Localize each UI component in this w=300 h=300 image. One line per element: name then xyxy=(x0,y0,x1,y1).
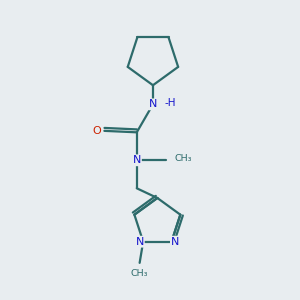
Text: CH₃: CH₃ xyxy=(174,154,192,163)
Text: N: N xyxy=(133,155,141,165)
Text: -H: -H xyxy=(164,98,176,109)
Text: O: O xyxy=(93,126,101,136)
Text: CH₃: CH₃ xyxy=(131,269,148,278)
Text: N: N xyxy=(171,237,179,247)
Text: N: N xyxy=(149,99,157,110)
Text: N: N xyxy=(135,237,144,247)
